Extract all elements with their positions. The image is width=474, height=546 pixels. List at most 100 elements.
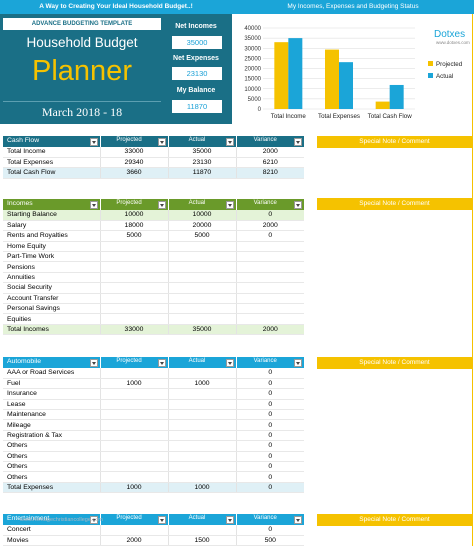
- value-cell[interactable]: [99, 409, 168, 421]
- value-cell[interactable]: [167, 272, 236, 284]
- filter-dropdown-icon[interactable]: [294, 359, 302, 367]
- value-cell[interactable]: [99, 272, 168, 284]
- value-cell[interactable]: 20000: [167, 220, 236, 232]
- label-cell[interactable]: Total Income: [3, 147, 100, 158]
- value-cell[interactable]: 0: [235, 451, 304, 463]
- filter-dropdown-icon[interactable]: [157, 201, 166, 209]
- label-cell[interactable]: Account Transfer: [3, 293, 100, 305]
- label-cell[interactable]: Rents and Royalties: [3, 230, 100, 242]
- value-cell[interactable]: 8210: [235, 167, 304, 179]
- value-cell[interactable]: [235, 293, 304, 305]
- value-cell[interactable]: [99, 461, 168, 473]
- label-cell[interactable]: Equities: [3, 313, 100, 325]
- label-cell[interactable]: Pensions: [3, 261, 100, 273]
- value-cell[interactable]: [167, 409, 236, 421]
- value-cell[interactable]: [99, 388, 168, 400]
- value-cell[interactable]: 0: [235, 430, 304, 442]
- entertainment-title[interactable]: Entertainment: [3, 514, 100, 525]
- value-cell[interactable]: 35000: [167, 324, 236, 336]
- value-cell[interactable]: [235, 261, 304, 273]
- value-cell[interactable]: [167, 293, 236, 305]
- filter-dropdown-icon[interactable]: [89, 201, 98, 209]
- value-cell[interactable]: [99, 399, 168, 411]
- column-header-projected[interactable]: Projected: [99, 199, 168, 210]
- value-cell[interactable]: [235, 241, 304, 253]
- incomes-title[interactable]: Incomes: [3, 199, 100, 210]
- value-cell[interactable]: 10000: [99, 210, 168, 221]
- label-cell[interactable]: Mileage: [3, 419, 100, 431]
- value-cell[interactable]: [235, 251, 304, 263]
- value-cell[interactable]: [167, 471, 236, 483]
- value-cell[interactable]: 5000: [167, 230, 236, 242]
- value-cell[interactable]: 23130: [167, 157, 236, 169]
- value-cell[interactable]: [99, 282, 168, 294]
- column-header-projected[interactable]: Projected: [99, 136, 168, 147]
- label-cell[interactable]: Others: [3, 440, 100, 452]
- filter-dropdown-icon[interactable]: [225, 201, 234, 209]
- value-cell[interactable]: 10000: [167, 210, 236, 221]
- label-cell[interactable]: Social Security: [3, 282, 100, 294]
- column-header-variance[interactable]: Variance: [235, 357, 304, 368]
- cash_flow-title[interactable]: Cash Flow: [3, 136, 100, 147]
- value-cell[interactable]: 5000: [99, 230, 168, 242]
- value-cell[interactable]: [167, 368, 236, 379]
- value-cell[interactable]: 0: [235, 378, 304, 390]
- value-cell[interactable]: 0: [235, 525, 304, 536]
- filter-dropdown-icon[interactable]: [294, 201, 302, 209]
- value-cell[interactable]: [99, 241, 168, 253]
- value-cell[interactable]: [167, 399, 236, 411]
- label-cell[interactable]: Annuities: [3, 272, 100, 284]
- value-cell[interactable]: [99, 471, 168, 483]
- value-cell[interactable]: [99, 419, 168, 431]
- value-cell[interactable]: [99, 293, 168, 305]
- column-header-actual[interactable]: Actual: [167, 514, 236, 525]
- label-cell[interactable]: Total Expenses: [3, 482, 100, 494]
- label-cell[interactable]: Others: [3, 471, 100, 483]
- value-cell[interactable]: 3660: [99, 167, 168, 179]
- value-cell[interactable]: 0: [235, 409, 304, 421]
- net-expenses-value[interactable]: 23130: [172, 67, 222, 80]
- label-cell[interactable]: Fuel: [3, 378, 100, 390]
- value-cell[interactable]: [235, 272, 304, 284]
- value-cell[interactable]: [167, 430, 236, 442]
- label-cell[interactable]: Concert: [3, 525, 100, 536]
- filter-dropdown-icon[interactable]: [89, 516, 98, 524]
- filter-dropdown-icon[interactable]: [89, 359, 98, 367]
- filter-dropdown-icon[interactable]: [157, 516, 166, 524]
- label-cell[interactable]: Starting Balance: [3, 210, 100, 221]
- value-cell[interactable]: 1000: [99, 378, 168, 390]
- value-cell[interactable]: [167, 303, 236, 315]
- value-cell[interactable]: [167, 282, 236, 294]
- value-cell[interactable]: 2000: [235, 324, 304, 336]
- filter-dropdown-icon[interactable]: [225, 359, 234, 367]
- filter-dropdown-icon[interactable]: [157, 138, 166, 146]
- value-cell[interactable]: 2000: [235, 147, 304, 158]
- value-cell[interactable]: 0: [235, 482, 304, 494]
- filter-dropdown-icon[interactable]: [225, 516, 234, 524]
- value-cell[interactable]: [167, 251, 236, 263]
- column-header-actual[interactable]: Actual: [167, 199, 236, 210]
- column-header-projected[interactable]: Projected: [99, 514, 168, 525]
- label-cell[interactable]: Others: [3, 461, 100, 473]
- value-cell[interactable]: [99, 525, 168, 536]
- value-cell[interactable]: [99, 440, 168, 452]
- value-cell[interactable]: 0: [235, 440, 304, 452]
- value-cell[interactable]: 1000: [99, 482, 168, 494]
- value-cell[interactable]: 18000: [99, 220, 168, 232]
- value-cell[interactable]: 0: [235, 419, 304, 431]
- value-cell[interactable]: [235, 313, 304, 325]
- value-cell[interactable]: 33000: [99, 324, 168, 336]
- value-cell[interactable]: [167, 461, 236, 473]
- value-cell[interactable]: [235, 282, 304, 294]
- value-cell[interactable]: 0: [235, 368, 304, 379]
- value-cell[interactable]: 1000: [167, 482, 236, 494]
- value-cell[interactable]: 0: [235, 399, 304, 411]
- filter-dropdown-icon[interactable]: [294, 138, 302, 146]
- value-cell[interactable]: [167, 313, 236, 325]
- my-balance-value[interactable]: 11870: [172, 100, 222, 113]
- value-cell[interactable]: 0: [235, 461, 304, 473]
- value-cell[interactable]: [167, 419, 236, 431]
- label-cell[interactable]: Personal Savings: [3, 303, 100, 315]
- value-cell[interactable]: [99, 430, 168, 442]
- label-cell[interactable]: Insurance: [3, 388, 100, 400]
